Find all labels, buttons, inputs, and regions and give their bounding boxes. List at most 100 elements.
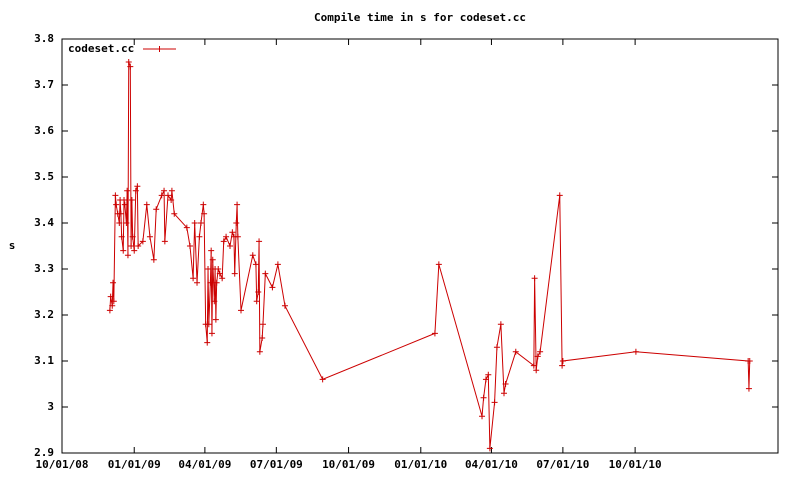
point-marker xyxy=(164,192,171,199)
point-marker xyxy=(220,238,227,245)
point-marker xyxy=(537,348,544,355)
point-marker xyxy=(211,298,218,305)
y-tick-label: 3 xyxy=(47,400,54,413)
point-marker xyxy=(533,367,540,374)
point-marker xyxy=(493,344,500,351)
point-marker xyxy=(110,298,117,305)
point-marker xyxy=(123,220,130,226)
point-marker xyxy=(238,307,244,314)
point-marker xyxy=(559,362,566,369)
point-marker xyxy=(134,183,141,190)
chart-title: Compile time in s for codeset.cc xyxy=(314,11,526,24)
point-marker xyxy=(168,187,175,194)
point-marker xyxy=(253,298,260,305)
point-marker xyxy=(139,238,146,245)
point-marker xyxy=(117,210,124,217)
point-marker xyxy=(129,233,136,240)
point-marker xyxy=(559,358,566,364)
point-marker xyxy=(121,201,128,208)
point-marker xyxy=(213,279,220,286)
x-tick-label: 07/01/09 xyxy=(250,458,303,471)
y-tick-label: 3.4 xyxy=(34,216,54,229)
point-marker xyxy=(208,247,215,254)
point-marker xyxy=(183,224,190,231)
point-marker xyxy=(212,316,219,323)
point-marker xyxy=(229,229,236,236)
point-marker xyxy=(205,266,212,272)
y-tick-label: 2.9 xyxy=(34,446,54,459)
point-marker xyxy=(107,293,114,300)
x-tick-label: 04/01/10 xyxy=(465,458,518,471)
point-marker xyxy=(319,376,326,383)
point-marker xyxy=(435,261,442,268)
point-marker xyxy=(255,289,262,295)
point-marker xyxy=(158,192,165,199)
point-marker xyxy=(128,197,135,203)
point-marker xyxy=(150,256,157,263)
point-marker xyxy=(745,385,752,392)
point-marker xyxy=(281,302,288,309)
point-marker xyxy=(274,261,281,268)
point-marker xyxy=(120,247,127,254)
point-marker xyxy=(501,390,508,397)
point-marker xyxy=(205,321,212,328)
point-marker xyxy=(201,210,208,217)
point-marker xyxy=(127,63,134,70)
point-marker xyxy=(486,445,493,452)
y-tick-label: 3.3 xyxy=(34,262,54,275)
point-marker xyxy=(207,279,214,286)
point-marker xyxy=(431,330,438,337)
point-marker xyxy=(512,348,519,355)
y-tick-label: 3.5 xyxy=(34,170,54,183)
point-marker xyxy=(153,206,160,213)
point-marker xyxy=(171,210,178,217)
point-marker xyxy=(534,353,541,360)
point-marker xyxy=(227,243,234,249)
x-tick-label: 07/01/10 xyxy=(536,458,589,471)
point-marker xyxy=(531,275,538,282)
point-marker xyxy=(249,252,256,259)
y-tick-label: 3.1 xyxy=(34,354,54,367)
point-marker xyxy=(479,413,486,420)
legend-marker xyxy=(156,46,163,52)
y-axis-label: s xyxy=(9,239,16,252)
point-marker xyxy=(234,233,241,240)
point-marker xyxy=(262,270,269,277)
y-tick-label: 3.6 xyxy=(34,124,54,137)
point-marker xyxy=(118,233,125,240)
point-marker xyxy=(215,266,222,272)
point-marker xyxy=(135,243,142,249)
point-marker xyxy=(194,279,201,286)
point-marker xyxy=(121,197,128,203)
plot-frame xyxy=(61,38,779,454)
y-tick-label: 3.8 xyxy=(34,32,54,45)
point-marker xyxy=(497,321,504,328)
legend-label: codeset.cc xyxy=(68,42,134,55)
point-marker xyxy=(132,187,139,194)
point-marker xyxy=(116,220,123,226)
point-marker xyxy=(234,201,241,208)
point-marker xyxy=(233,220,240,226)
x-tick-label: 10/01/09 xyxy=(322,458,375,471)
x-tick-label: 01/01/10 xyxy=(394,458,447,471)
point-marker xyxy=(219,275,226,282)
point-marker xyxy=(113,201,120,208)
point-marker xyxy=(106,307,113,314)
point-marker xyxy=(269,284,276,291)
point-marker xyxy=(131,247,138,254)
point-marker xyxy=(482,376,489,383)
x-tick-label: 01/01/09 xyxy=(108,458,161,471)
point-marker xyxy=(112,192,119,199)
point-marker xyxy=(231,270,238,277)
point-marker xyxy=(168,197,175,203)
point-marker xyxy=(746,358,753,364)
point-marker xyxy=(161,187,168,194)
point-marker xyxy=(186,243,193,249)
point-marker xyxy=(124,252,131,259)
x-tick-label: 10/01/10 xyxy=(609,458,662,471)
point-marker xyxy=(530,362,537,369)
point-marker xyxy=(485,371,492,378)
point-marker xyxy=(146,233,153,240)
